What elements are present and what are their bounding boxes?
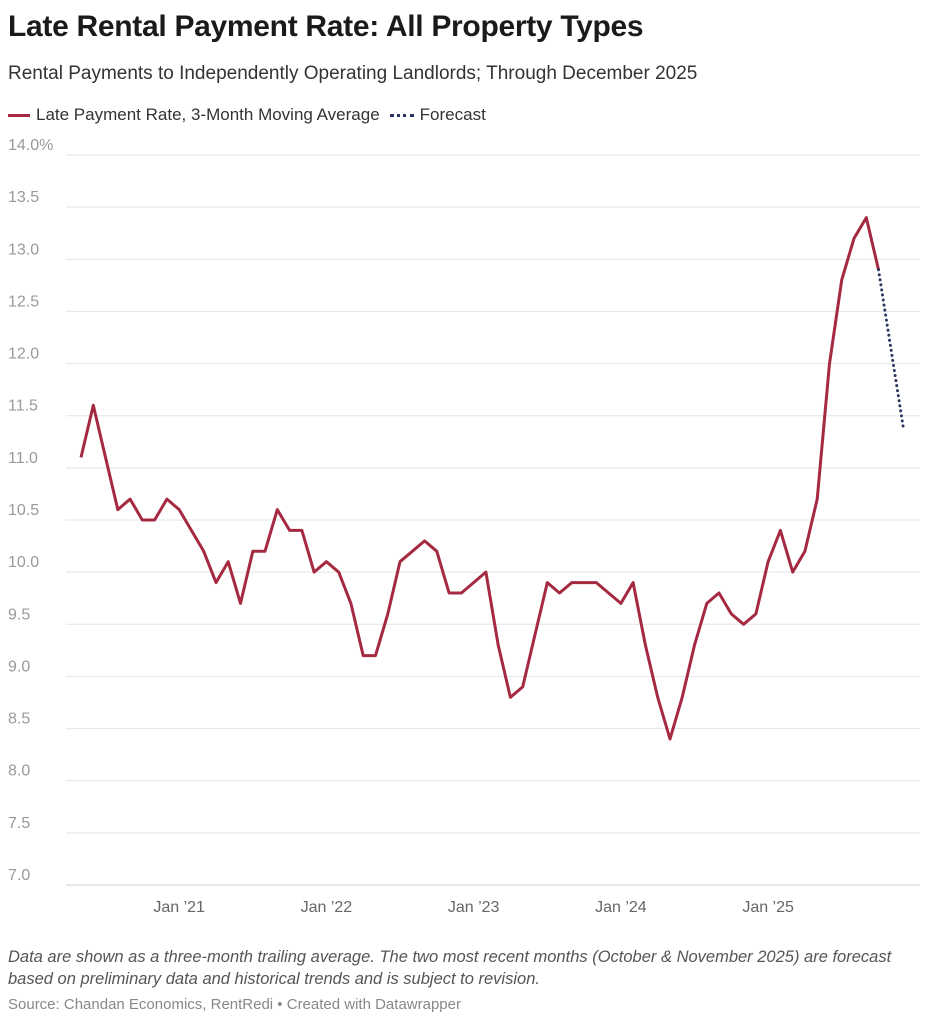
chart-source: Source: Chandan Economics, RentRedi • Cr… [8,996,461,1013]
y-tick-label: 11.0 [8,450,38,467]
y-tick-label: 8.0 [8,763,30,780]
chart-note: Data are shown as a three-month trailing… [8,948,892,988]
legend-swatch-solid [8,113,30,117]
x-tick-label: Jan ’22 [301,899,353,916]
y-tick-label: 13.0 [8,241,39,258]
chart-subtitle: Rental Payments to Independently Operati… [8,63,698,84]
y-tick-label: 7.5 [8,815,30,832]
x-tick-label: Jan ’24 [595,899,647,916]
y-tick-label: 9.0 [8,658,30,675]
y-tick-label: 9.5 [8,606,30,623]
legend-label: Late Payment Rate, 3-Month Moving Averag… [36,105,380,124]
line-chart: 14.0% 13.5 13.0 12.5 12.0 11.5 11.0 10.5 10.0 9.5… [8,137,920,916]
y-tick-label: 10.5 [8,502,39,519]
y-tick-label: 10.0 [8,554,39,571]
x-tick-label: Jan ’23 [448,899,500,916]
y-tick-label: 12.0 [8,346,39,363]
legend-label: Forecast [419,105,486,124]
legend: Late Payment Rate, 3-Month Moving Averag… [8,105,486,125]
legend-swatch-dotted [389,113,414,117]
y-tick-label: 12.5 [8,293,39,310]
x-tick-label: Jan ’25 [742,899,794,916]
y-tick-label: 7.0 [8,867,30,884]
legend-item-late-payment: Late Payment Rate, 3-Month Moving Averag… [8,105,380,125]
forecast-line [877,268,905,428]
legend-item-forecast: Forecast [389,105,486,125]
y-tick-label: 14.0% [8,137,53,154]
y-tick-label: 13.5 [8,189,39,206]
y-tick-label: 11.5 [8,398,38,415]
y-tick-label: 8.5 [8,711,30,728]
chart-title: Late Rental Payment Rate: All Property T… [8,10,644,43]
x-tick-label: Jan ’21 [153,899,205,916]
late-payment-line [79,216,880,741]
